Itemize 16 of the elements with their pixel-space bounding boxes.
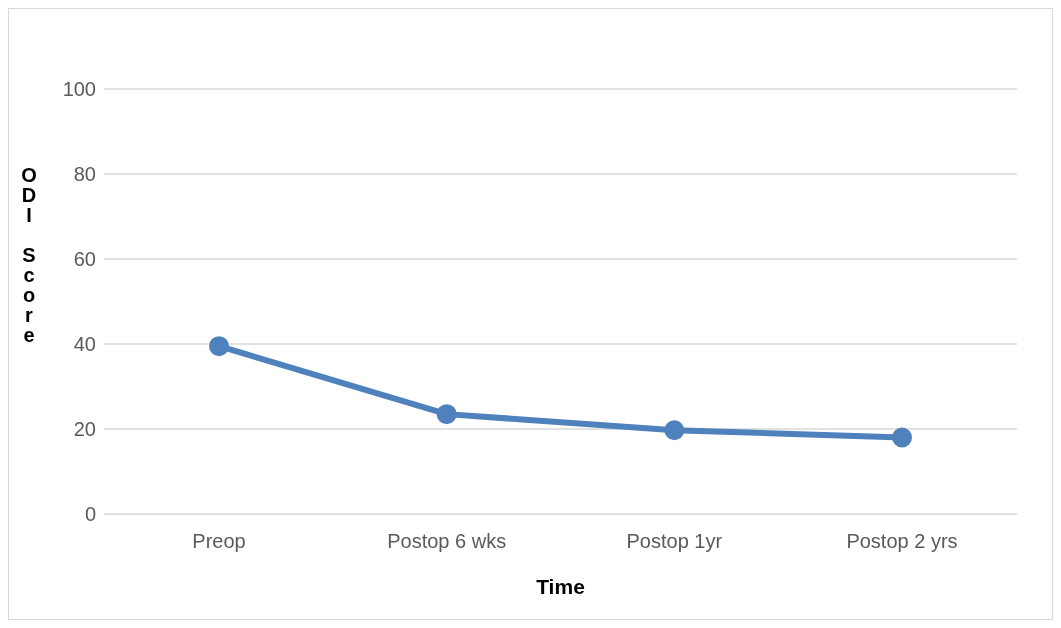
- x-tick-label: Postop 2 yrs: [846, 530, 958, 553]
- y-axis-title: ODI Score: [21, 163, 37, 346]
- x-tick-label: Postop 1yr: [626, 530, 723, 553]
- y-tick-label: 100: [62, 78, 96, 101]
- x-tick-label: Postop 6 wks: [387, 530, 507, 553]
- y-tick-label: 0: [84, 503, 96, 526]
- y-tick-label: 80: [73, 163, 96, 186]
- y-tick-label: 20: [73, 418, 96, 441]
- point: [892, 427, 912, 448]
- point: [209, 336, 229, 357]
- x-tick-label: Preop: [192, 530, 246, 553]
- x-axis-title: Time: [536, 575, 585, 598]
- point: [664, 420, 685, 441]
- y-tick-label: 60: [73, 248, 96, 271]
- y-tick-label: 40: [73, 333, 96, 356]
- point: [436, 404, 457, 425]
